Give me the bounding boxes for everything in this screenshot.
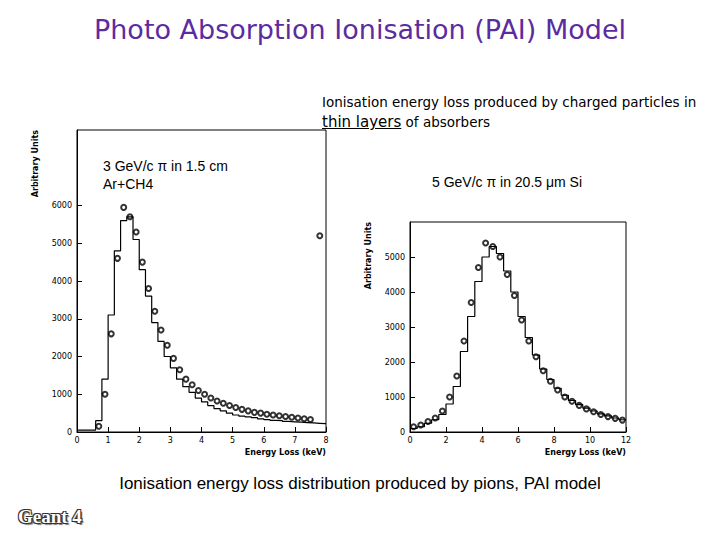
svg-text:0: 0 bbox=[67, 428, 72, 437]
html-text:Ionisation energy loss distrib: Ionisation energy loss distribution prod… bbox=[119, 474, 601, 493]
svg-text:4000: 4000 bbox=[52, 277, 72, 286]
svg-text:5 GeV/c π in 20.5 μm Si: 5 GeV/c π in 20.5 μm Si bbox=[432, 174, 582, 190]
svg-text:0: 0 bbox=[400, 428, 405, 437]
svg-text:1000: 1000 bbox=[385, 393, 405, 402]
svg-text:2: 2 bbox=[137, 436, 142, 445]
svg-text:Ar+CH4: Ar+CH4 bbox=[103, 176, 153, 192]
html-text:Photo Absorption Ionisation (P: Photo Absorption Ionisation (PAI) Model bbox=[94, 14, 626, 45]
html-text:thin layers of absorbers: thin layers of absorbers bbox=[322, 113, 490, 131]
svg-text:1000: 1000 bbox=[52, 390, 72, 399]
svg-text:8: 8 bbox=[323, 436, 328, 445]
html-text:Ionisation energy loss produce: Ionisation energy loss produced by charg… bbox=[322, 94, 697, 110]
svg-text:5: 5 bbox=[230, 436, 235, 445]
svg-text:3 GeV/c π in 1.5 cm: 3 GeV/c π in 1.5 cm bbox=[103, 158, 232, 174]
svg-text:Energy Loss (keV): Energy Loss (keV) bbox=[545, 448, 626, 457]
svg-text:0: 0 bbox=[407, 436, 412, 445]
svg-text:2: 2 bbox=[443, 436, 448, 445]
svg-text:Arbitrary Units: Arbitrary Units bbox=[364, 222, 373, 289]
svg-text:5000: 5000 bbox=[385, 253, 405, 262]
svg-text:3: 3 bbox=[168, 436, 173, 445]
html-text:Geant 4: Geant 4 bbox=[18, 506, 82, 527]
svg-text:4: 4 bbox=[479, 436, 484, 445]
svg-text:3000: 3000 bbox=[52, 314, 72, 323]
svg-text:6: 6 bbox=[515, 436, 520, 445]
svg-text:7: 7 bbox=[292, 436, 297, 445]
svg-text:5000: 5000 bbox=[52, 239, 72, 248]
svg-text:6: 6 bbox=[261, 436, 266, 445]
svg-text:4: 4 bbox=[199, 436, 204, 445]
svg-text:6000: 6000 bbox=[52, 201, 72, 210]
svg-text:3000: 3000 bbox=[385, 323, 405, 332]
svg-text:10: 10 bbox=[585, 436, 595, 445]
svg-text:12: 12 bbox=[621, 436, 631, 445]
svg-text:1: 1 bbox=[106, 436, 111, 445]
svg-text:Energy Loss (keV): Energy Loss (keV) bbox=[245, 448, 326, 457]
svg-text:Arbitrary Units: Arbitrary Units bbox=[31, 130, 40, 197]
svg-text:0: 0 bbox=[74, 436, 79, 445]
svg-text:4000: 4000 bbox=[385, 288, 405, 297]
svg-text:2000: 2000 bbox=[385, 358, 405, 367]
svg-text:2000: 2000 bbox=[52, 352, 72, 361]
svg-text:8: 8 bbox=[551, 436, 556, 445]
